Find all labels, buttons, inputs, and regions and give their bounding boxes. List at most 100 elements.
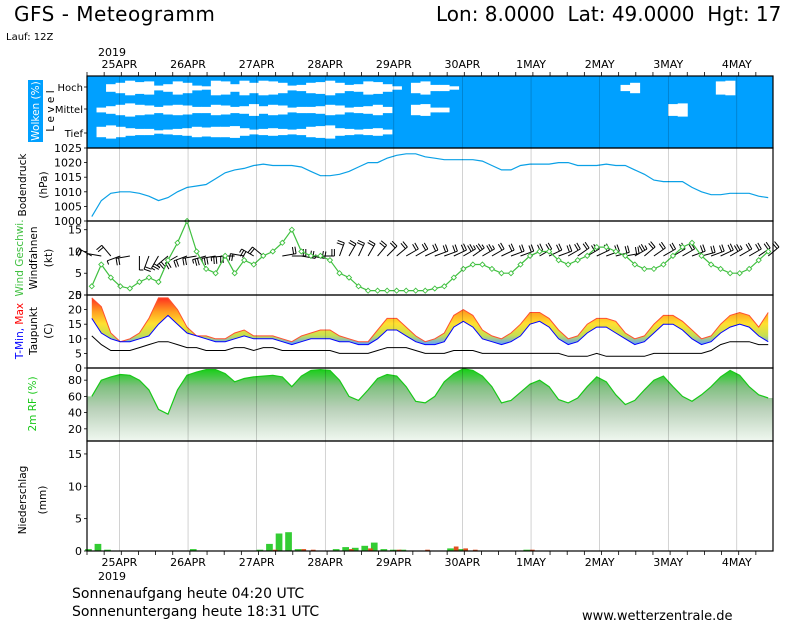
wind-barb-feather [356,242,364,247]
wind-barb [596,249,610,257]
cloud-hoch-mark [420,81,431,95]
wind-barb [501,249,515,257]
cloud-tief-mark [144,128,155,136]
wind-barb-feather [115,258,118,266]
wind-barb [101,244,112,257]
wind-barb [367,243,376,257]
wind-speed-line [91,219,769,292]
cloud-hoch-mark [229,84,240,92]
pressure-unit: (hPa) [38,171,50,198]
cloud-mittel-mark [315,106,326,114]
cloud-mittel-mark [268,104,279,116]
cloud-mittel-mark [420,104,431,116]
wind-barb-feather [463,243,467,251]
cloud-tief-mark [325,125,336,139]
wind-barb-feather [434,243,439,251]
cloud-tief-mark [163,129,174,135]
wind-barb-feather [763,243,769,250]
wind-barb-feather [194,258,198,266]
wind-speed-point [488,265,496,273]
precip-conv-bar [275,533,283,551]
cloud-hoch-mark [210,80,221,96]
date-label-top: 3MAY [653,58,683,71]
wind-speed-point [507,270,515,277]
wind-barb [143,255,150,270]
precip-strat-bar [453,546,459,551]
humidity-mask [87,368,773,415]
temperature-tick-label: 25 [68,289,82,302]
wind-speed-point [355,283,362,290]
wind-barb-feather [192,259,195,264]
cloud-hoch-mark [306,82,317,94]
wind-barb-feather [688,243,693,251]
wind-barb-feather [239,248,243,253]
wind-barb-feather [755,243,760,251]
wind-speed-point [307,252,315,259]
precip-strat-bar [349,549,354,551]
wind-barb-feather [144,266,152,270]
wind-barb [182,255,197,259]
wind-barb-feather [702,244,706,252]
wind-speed-point [317,252,324,259]
cloud-tief-mark [258,128,269,136]
wind-speed-point [231,270,238,277]
cloud-hoch-mark [172,81,183,95]
cloud-level-label: Tief [64,129,84,140]
date-label-top: 27APR [239,58,275,71]
wind-speed-point [688,239,696,246]
website-link[interactable]: www.wetterzentrale.de [582,609,733,624]
cloud-mittel-mark [277,105,288,115]
wind-barb-feather [452,245,456,253]
date-label-top: 1MAY [516,58,546,71]
date-label-bottom: 30APR [445,556,481,569]
humidity-ylabel-part: 2m RF (%) [27,376,39,431]
precip-conv-bar [332,549,340,551]
wind-speed-point [526,252,534,259]
cloud-hoch-mark [725,80,736,96]
wind-speed-point [765,248,772,255]
dewpoint-ylabel: Taupunkt [28,307,40,356]
cloud-tief-mark [115,126,126,138]
wind-speed-point [631,261,638,268]
wind-barb-feather [96,244,103,251]
wind-tick-label: 5 [75,267,82,280]
wind-speed-point [736,270,743,277]
date-label-top: 30APR [445,58,481,71]
cloud-mittel-mark [134,104,145,116]
humidity-ylabel: 2m RF (%) [27,376,39,431]
cloud-tief-mark [353,129,364,135]
precip-conv-bar [256,549,264,551]
precip-conv-bar [456,549,464,551]
wind-barb-feather [242,251,247,258]
precip-ylabel-part: Niederschlag [17,466,29,535]
wind-barb-feather [521,244,525,252]
wind-barb-feather [733,245,739,252]
date-label-bottom: 25APR [102,556,138,569]
wind-speed-point [584,252,591,259]
wind-barb-feather [379,242,386,248]
cloud-mittel-mark [296,106,307,114]
wind-barb-feather [488,243,493,251]
precip-conv-bar [390,549,397,551]
pressure-ylabel: Bodendruck [17,153,29,217]
cloud-mittel-mark [163,105,174,115]
wind-barb [472,247,485,257]
wind-barb [767,246,780,257]
pressure-tick-label: 1010 [54,186,82,199]
precip-strat-bar [472,549,478,551]
wind-barb-feather [634,247,638,255]
wind-barb-feather [556,244,560,252]
wind-barb-feather [650,241,656,248]
wind-barb-feather [547,242,553,250]
wind-speed-point [403,287,410,294]
dewpoint-ylabel-part: Taupunkt [28,307,40,356]
cloud-hoch-mark [315,82,326,94]
wind-barb-feather [477,243,483,250]
wind-speed-point [460,265,467,273]
wind-barb-feather [196,258,200,266]
wind-barb-feather [249,248,255,255]
wind-barb-feather [239,250,245,257]
year-label-top: 2019 [98,46,126,59]
wind-barb-feather [497,243,503,251]
wind-barb [396,246,408,257]
